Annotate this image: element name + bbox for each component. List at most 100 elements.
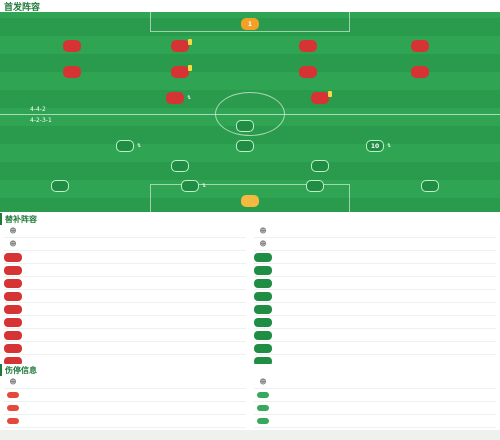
pitch: 首发阵容 4-4-2 4-2-3-1 1 (0, 0, 500, 212)
player-home-5[interactable] (390, 40, 450, 70)
player-home-3[interactable] (150, 39, 210, 70)
player-away-6[interactable] (290, 160, 350, 190)
shirt-number-badge (254, 330, 272, 340)
list-item[interactable] (4, 415, 246, 428)
coach-row[interactable]: ☻ (254, 225, 496, 238)
player-away-1[interactable] (215, 120, 275, 150)
shirt-icon (311, 160, 329, 172)
player-home-10[interactable]: ⇅ (145, 92, 205, 122)
list-item[interactable] (4, 329, 246, 342)
section-header: 伤停信息 (0, 364, 500, 376)
player-home-11[interactable] (290, 91, 350, 122)
list-item[interactable] (254, 251, 496, 264)
list-item[interactable]: ☻ (4, 238, 246, 251)
shirt-number-badge (4, 304, 22, 314)
shirt-number-badge (254, 291, 272, 301)
list-item[interactable] (4, 251, 246, 264)
coach-row[interactable]: ☻ (4, 376, 246, 389)
player-home-4[interactable] (278, 40, 338, 70)
shirt-icon (299, 40, 317, 52)
footer-bar (0, 430, 500, 440)
injury-icon (257, 418, 269, 424)
shirt-icon (411, 66, 429, 78)
player-home-8[interactable] (278, 66, 338, 96)
home-subs-list: ☻ ☻ (0, 225, 250, 368)
list-item[interactable] (4, 342, 246, 355)
list-item[interactable] (254, 303, 496, 316)
list-item[interactable]: ☻ (254, 238, 496, 251)
coach-icon: ☻ (9, 378, 17, 386)
shirt-number-badge (4, 252, 22, 262)
shirt-icon: 1 (241, 18, 259, 30)
section-title: 替补阵容 (5, 214, 37, 224)
injury-icon (257, 405, 269, 411)
list-item[interactable] (254, 389, 496, 402)
list-item[interactable] (4, 402, 246, 415)
list-item[interactable] (4, 264, 246, 277)
coach-row[interactable]: ☻ (254, 376, 496, 389)
section-title: 伤停信息 (5, 365, 37, 375)
page-title: 首发阵容 (4, 2, 41, 13)
player-away-9[interactable] (285, 180, 345, 210)
player-away-5[interactable] (150, 160, 210, 190)
player-away-gk[interactable] (220, 195, 280, 212)
home-formation: 4-4-2 (30, 106, 46, 113)
yellow-card-icon (328, 91, 332, 97)
shirt-icon (411, 40, 429, 52)
shirt-number-badge (4, 265, 22, 275)
away-formation: 4-2-3-1 (30, 117, 52, 124)
list-item[interactable] (254, 329, 496, 342)
shirt-icon (116, 140, 134, 152)
player-home-gk[interactable]: 1 (220, 18, 280, 48)
section-header: 替补阵容 (0, 213, 500, 225)
player-home-9[interactable] (390, 66, 450, 96)
player-home-6[interactable] (42, 66, 102, 96)
shirt-icon (171, 160, 189, 172)
shirt-icon (236, 120, 254, 132)
coach-icon: ☻ (259, 240, 267, 248)
list-item[interactable] (4, 389, 246, 402)
list-item[interactable] (254, 316, 496, 329)
yellow-card-icon (188, 65, 192, 71)
coach-row[interactable]: ☻ (4, 225, 246, 238)
player-away-8[interactable]: ⇅ (160, 180, 220, 210)
list-item[interactable] (4, 303, 246, 316)
shirt-number-badge (4, 317, 22, 327)
shirt-number-badge (254, 356, 272, 366)
player-away-4[interactable]: 10 ⇅ (345, 140, 405, 170)
list-item[interactable] (254, 277, 496, 290)
player-home-7[interactable] (150, 65, 210, 96)
player-away-7[interactable] (30, 180, 90, 210)
shirt-icon (166, 92, 184, 104)
list-item[interactable] (4, 316, 246, 329)
shirt-number-badge (254, 343, 272, 353)
shirt-number-badge (4, 291, 22, 301)
shirt-number-badge (4, 278, 22, 288)
shirt-icon (171, 40, 189, 52)
injuries-section: 伤停信息 ☻ (0, 364, 500, 440)
list-item[interactable] (254, 290, 496, 303)
injury-icon (7, 405, 19, 411)
player-away-3[interactable] (215, 140, 275, 170)
center-circle (215, 92, 285, 136)
substitutes-section: 替补阵容 ☻ ☻ (0, 213, 500, 368)
shirt-icon (306, 180, 324, 192)
substitution-icon: ⇅ (387, 143, 392, 149)
shirt-icon (171, 66, 189, 78)
shirt-icon (63, 66, 81, 78)
shirt-icon (241, 195, 259, 207)
list-item[interactable] (254, 415, 496, 428)
list-item[interactable] (4, 290, 246, 303)
player-home-2[interactable] (42, 40, 102, 70)
penalty-box-bottom (150, 184, 350, 212)
list-item[interactable] (4, 277, 246, 290)
list-item[interactable] (254, 342, 496, 355)
list-item[interactable] (254, 264, 496, 277)
injury-icon (257, 392, 269, 398)
shirt-icon (299, 66, 317, 78)
player-away-10[interactable] (400, 180, 460, 210)
substitution-icon: ⇅ (187, 95, 192, 101)
shirt-number-badge (4, 343, 22, 353)
player-away-2[interactable]: ⇅ (95, 140, 155, 170)
list-item[interactable] (254, 402, 496, 415)
